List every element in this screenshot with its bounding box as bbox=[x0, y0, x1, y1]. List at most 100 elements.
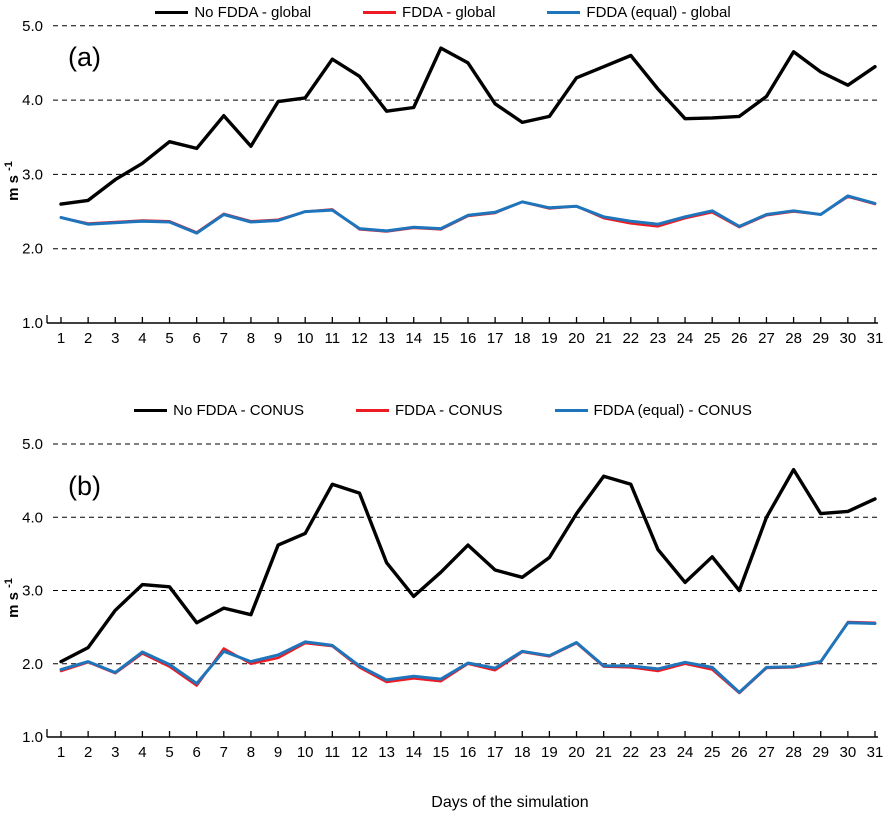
y-tick-label: 2.0 bbox=[22, 241, 43, 258]
x-tick-label: 9 bbox=[274, 330, 282, 347]
y-axis-title: m s -1 bbox=[3, 578, 22, 618]
x-tick-label: 31 bbox=[867, 744, 884, 761]
legend-label: FDDA - CONUS bbox=[394, 402, 503, 419]
y-tick-label: 3.0 bbox=[22, 166, 43, 183]
x-tick-label: 2 bbox=[84, 330, 92, 347]
legend-line-swatch bbox=[363, 11, 397, 14]
x-tick-label: 1 bbox=[57, 330, 65, 347]
x-tick-label: 8 bbox=[247, 330, 255, 347]
legend-line-swatch bbox=[547, 11, 581, 14]
x-tick-label: 27 bbox=[758, 744, 775, 761]
legend-item: FDDA (equal) - CONUS bbox=[554, 402, 752, 419]
x-tick-label: 14 bbox=[405, 744, 422, 761]
x-tick-label: 16 bbox=[460, 744, 477, 761]
x-tick-label: 21 bbox=[595, 330, 612, 347]
x-tick-label: 10 bbox=[297, 330, 314, 347]
x-tick-label: 17 bbox=[487, 744, 504, 761]
series-line-no-fdda-global bbox=[59, 46, 877, 206]
x-tick-label: 4 bbox=[138, 330, 146, 347]
x-tick-label: 20 bbox=[568, 330, 585, 347]
x-tick-label: 25 bbox=[704, 744, 721, 761]
x-tick-label: 12 bbox=[351, 744, 368, 761]
legend-label: FDDA (equal) - global bbox=[586, 4, 731, 21]
y-axis-title: m s -1 bbox=[3, 161, 22, 201]
y-tick-label: 1.0 bbox=[22, 729, 43, 746]
y-tick-label: 4.0 bbox=[22, 509, 43, 526]
legend-item: FDDA (equal) - global bbox=[547, 4, 731, 21]
x-tick-label: 15 bbox=[433, 744, 450, 761]
legend-line-swatch bbox=[355, 409, 389, 412]
y-tick-label: 5.0 bbox=[22, 436, 43, 453]
x-tick-label: 29 bbox=[812, 330, 829, 347]
legend-line-swatch bbox=[134, 408, 168, 413]
series-line-no-fdda-conus bbox=[59, 467, 877, 664]
y-tick-label: 2.0 bbox=[22, 656, 43, 673]
panel-label-b: (b) bbox=[68, 471, 101, 501]
x-tick-label: 11 bbox=[325, 330, 341, 347]
x-tick-label: 24 bbox=[677, 744, 694, 761]
svg-chart-b: 1.02.03.04.05.01 2 3 4 5 6 7 8 9 10 11 12 13 14 15 16 17… bbox=[3, 436, 884, 761]
x-tick-label: 28 bbox=[785, 330, 802, 347]
series-line-fdda-equal-global bbox=[59, 194, 877, 235]
x-tick-label: 6 bbox=[192, 330, 200, 347]
x-tick-label: 17 bbox=[487, 330, 504, 347]
x-tick-label: 2 bbox=[84, 744, 92, 761]
y-tick-label: 1.0 bbox=[22, 315, 43, 332]
x-tick-label: 14 bbox=[405, 330, 422, 347]
y-tick-label: 5.0 bbox=[22, 18, 43, 35]
x-tick-label: 30 bbox=[840, 744, 857, 761]
x-tick-label: 26 bbox=[731, 744, 748, 761]
x-tick-label: 3 bbox=[111, 744, 119, 761]
x-tick-label: 23 bbox=[650, 330, 667, 347]
x-tick-label: 20 bbox=[568, 744, 585, 761]
x-tick-label: 11 bbox=[325, 744, 341, 761]
y-tick-label: 4.0 bbox=[22, 92, 43, 109]
x-tick-label: 12 bbox=[351, 330, 368, 347]
x-tick-label: 30 bbox=[840, 330, 857, 347]
x-tick-label: 8 bbox=[247, 744, 255, 761]
legend-line-swatch bbox=[155, 10, 189, 15]
panel-label-a: (a) bbox=[68, 42, 101, 72]
x-tick-label: 25 bbox=[704, 330, 721, 347]
y-tick-label: 3.0 bbox=[22, 583, 43, 600]
x-tick-label: 5 bbox=[165, 330, 173, 347]
x-tick-label: 31 bbox=[867, 330, 884, 347]
x-tick-label: 22 bbox=[622, 330, 639, 347]
legend-label: FDDA - global bbox=[402, 4, 496, 21]
x-tick-label: 13 bbox=[378, 744, 395, 761]
legend-line-swatch bbox=[554, 409, 588, 412]
legend-panel-a: No FDDA - global FDDA - global FDDA (equal… bbox=[0, 4, 886, 21]
x-tick-label: 26 bbox=[731, 330, 748, 347]
x-tick-label: 7 bbox=[220, 744, 228, 761]
x-tick-label: 1 bbox=[57, 744, 65, 761]
svg-chart-a: 1.02.03.04.05.01 2 3 4 5 6 7 8 9 10 11 12 13 14 15 16 17… bbox=[3, 18, 884, 347]
x-tick-label: 19 bbox=[541, 744, 558, 761]
legend-item: No FDDA - CONUS bbox=[134, 402, 304, 419]
legend-item: FDDA - global bbox=[363, 4, 495, 21]
series-line-fdda-conus bbox=[59, 620, 877, 695]
x-tick-label: 24 bbox=[677, 330, 694, 347]
x-tick-label: 15 bbox=[433, 330, 450, 347]
x-tick-label: 27 bbox=[758, 330, 775, 347]
x-tick-label: 9 bbox=[274, 744, 282, 761]
x-tick-label: 18 bbox=[514, 744, 531, 761]
x-tick-label: 28 bbox=[785, 744, 802, 761]
x-tick-label: 23 bbox=[650, 744, 667, 761]
x-tick-label: 22 bbox=[622, 744, 639, 761]
x-tick-label: 16 bbox=[460, 330, 477, 347]
legend-item: FDDA - CONUS bbox=[355, 402, 503, 419]
legend-label: FDDA (equal) - CONUS bbox=[593, 402, 752, 419]
x-tick-label: 6 bbox=[192, 744, 200, 761]
legend-panel-b: No FDDA - CONUS FDDA - CONUS FDDA (equal) … bbox=[0, 402, 886, 419]
x-tick-label: 19 bbox=[541, 330, 558, 347]
x-tick-label: 29 bbox=[812, 744, 829, 761]
legend-label: No FDDA - global bbox=[194, 4, 312, 21]
legend-item: No FDDA - global bbox=[155, 4, 311, 21]
x-tick-label: 4 bbox=[138, 744, 146, 761]
x-tick-label: 21 bbox=[595, 744, 612, 761]
series-line-fdda-equal-conus bbox=[59, 621, 877, 694]
x-tick-label: 5 bbox=[165, 744, 173, 761]
x-axis-title: Days of the simulation bbox=[431, 794, 589, 811]
x-tick-label: 18 bbox=[514, 330, 531, 347]
